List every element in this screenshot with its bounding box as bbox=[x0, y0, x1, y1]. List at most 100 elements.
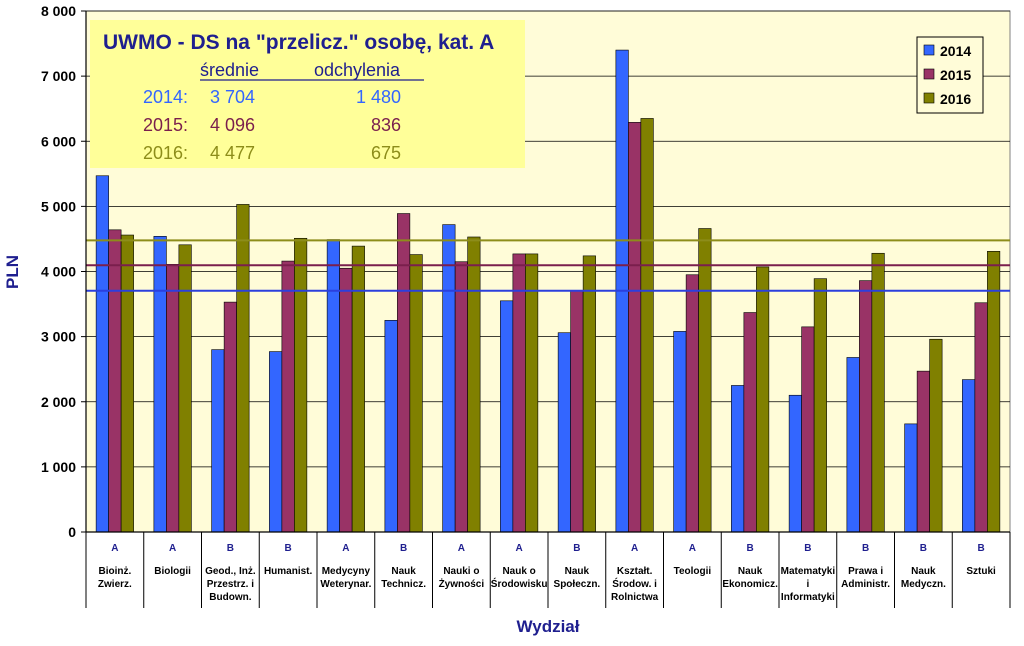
bar-2016 bbox=[987, 251, 1001, 533]
category-label: Społeczn. bbox=[554, 579, 601, 590]
bar-2015 bbox=[339, 267, 353, 533]
bar-2015 bbox=[281, 260, 295, 533]
category-group: A bbox=[689, 543, 696, 554]
annotation-mean: 4 096 bbox=[210, 115, 255, 135]
bar-2014 bbox=[962, 379, 976, 533]
category-label: Nauk bbox=[565, 566, 590, 577]
legend-label: 2015 bbox=[940, 67, 971, 83]
annotation-year: 2016: bbox=[143, 143, 188, 163]
category-group: B bbox=[804, 543, 811, 554]
bar-2015 bbox=[454, 261, 468, 533]
category-group: B bbox=[978, 543, 985, 554]
bar-2014 bbox=[384, 320, 398, 533]
annotation-mean: 3 704 bbox=[210, 87, 255, 107]
bar-2016 bbox=[582, 255, 596, 533]
bar-2014 bbox=[95, 175, 109, 533]
x-axis-title: Wydział bbox=[517, 617, 580, 636]
category-label: Medycyny bbox=[322, 566, 371, 577]
category-group: B bbox=[920, 543, 927, 554]
bar-2014 bbox=[500, 300, 514, 533]
bar-2015 bbox=[685, 274, 699, 533]
bar-2016 bbox=[178, 244, 192, 533]
category-group: B bbox=[862, 543, 869, 554]
bar-2016 bbox=[467, 236, 481, 533]
legend-label: 2014 bbox=[940, 43, 971, 59]
category-group: A bbox=[631, 543, 638, 554]
category-label: Kształt. bbox=[617, 566, 653, 577]
category-label: Budown. bbox=[209, 592, 251, 603]
legend-swatch-2015 bbox=[923, 68, 935, 80]
category-label: Humanist. bbox=[264, 566, 313, 577]
category-group: A bbox=[342, 543, 349, 554]
bar-2014 bbox=[788, 394, 802, 533]
category-group: A bbox=[111, 543, 118, 554]
annotation-deviation: 1 480 bbox=[356, 87, 401, 107]
annotation-year: 2015: bbox=[143, 115, 188, 135]
bar-2014 bbox=[153, 236, 167, 533]
legend-label: 2016 bbox=[940, 91, 971, 107]
y-tick-label: 5 000 bbox=[41, 198, 76, 214]
bar-2016 bbox=[236, 204, 250, 533]
bar-2016 bbox=[813, 278, 827, 533]
bar-2014 bbox=[326, 239, 340, 533]
bar-2015 bbox=[397, 213, 411, 533]
category-label: Bioinż. bbox=[98, 566, 131, 577]
y-tick-label: 6 000 bbox=[41, 133, 76, 149]
y-axis-title: PLN bbox=[3, 255, 22, 289]
category-label: Technicz. bbox=[381, 579, 426, 590]
bar-2015 bbox=[570, 290, 584, 533]
bar-2014 bbox=[673, 331, 687, 533]
deviation-header: odchylenia bbox=[314, 60, 401, 80]
y-tick-label: 3 000 bbox=[41, 329, 76, 345]
bar-2014 bbox=[557, 332, 571, 533]
bar-2014 bbox=[904, 423, 918, 533]
annotation-mean: 4 477 bbox=[210, 143, 255, 163]
bar-2015 bbox=[974, 302, 988, 533]
annotation-title: UWMO - DS na "przelicz." osobę, kat. A bbox=[103, 31, 494, 54]
category-label: Weterynar. bbox=[320, 579, 371, 590]
category-label: Rolnictwa bbox=[611, 592, 659, 603]
bar-2015 bbox=[801, 326, 815, 533]
bar-2016 bbox=[640, 118, 654, 533]
category-label: Sztuki bbox=[966, 566, 996, 577]
y-tick-label: 1 000 bbox=[41, 459, 76, 475]
category-label: Środow. i bbox=[612, 577, 657, 590]
annotation-year: 2014: bbox=[143, 87, 188, 107]
category-label: Nauk bbox=[391, 566, 416, 577]
category-label: i bbox=[806, 579, 809, 590]
category-label: Żywności bbox=[439, 577, 485, 590]
bar-2016 bbox=[929, 338, 943, 533]
bar-2014 bbox=[442, 224, 456, 533]
bar-2016 bbox=[698, 228, 712, 533]
category-label: Medyczn. bbox=[901, 579, 946, 590]
category-label: Geod., Inż. bbox=[205, 566, 256, 577]
bar-2014 bbox=[846, 357, 860, 533]
category-label: Nauki o bbox=[443, 566, 479, 577]
annotation-deviation: 675 bbox=[371, 143, 401, 163]
y-tick-label: 8 000 bbox=[41, 3, 76, 19]
bar-2015 bbox=[108, 229, 122, 533]
category-label: Zwierz. bbox=[98, 579, 132, 590]
y-tick-label: 7 000 bbox=[41, 68, 76, 84]
category-group: A bbox=[458, 543, 465, 554]
category-label: Teologii bbox=[674, 566, 712, 577]
category-label: Informatyki bbox=[781, 592, 835, 603]
category-label: Matematyki bbox=[781, 566, 836, 577]
bar-2016 bbox=[120, 234, 134, 533]
bar-2015 bbox=[166, 264, 180, 533]
category-group: B bbox=[573, 543, 580, 554]
category-label: Prawa i bbox=[848, 566, 883, 577]
category-label: Przestrz. i bbox=[207, 579, 254, 590]
category-label: Środowisku bbox=[491, 577, 548, 590]
bar-2016 bbox=[525, 253, 539, 533]
bar-2015 bbox=[512, 253, 526, 533]
annotation-deviation: 836 bbox=[371, 115, 401, 135]
bar-2015 bbox=[223, 301, 237, 533]
category-group: B bbox=[400, 543, 407, 554]
category-group: A bbox=[169, 543, 176, 554]
category-label: Biologii bbox=[154, 566, 191, 577]
bar-2014 bbox=[211, 349, 225, 533]
legend-swatch-2016 bbox=[923, 92, 935, 104]
category-label: Administr. bbox=[841, 579, 890, 590]
